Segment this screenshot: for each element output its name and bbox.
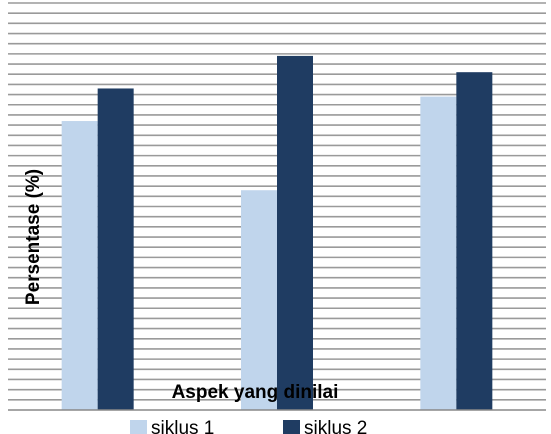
bars	[61, 55, 493, 411]
bar-series-1-category-3	[420, 96, 457, 411]
bar-series-2-category-1	[97, 88, 134, 410]
x-axis-title: Aspek yang dinilai	[172, 382, 339, 403]
bar-series-1-category-1	[61, 121, 98, 410]
y-axis-title: Persentase (%)	[23, 169, 44, 305]
bar-series-1-category-2	[241, 190, 277, 410]
legend: siklus 1 siklus 2	[130, 418, 367, 434]
bar-series-2-category-3	[456, 72, 493, 410]
legend-label-siklus-2: siklus 2	[304, 418, 367, 434]
legend-swatch-siklus-2	[283, 420, 300, 434]
legend-swatch-siklus-1	[130, 420, 147, 434]
legend-label-siklus-1: siklus 1	[151, 418, 214, 434]
bar-series-2-category-2	[277, 55, 313, 410]
